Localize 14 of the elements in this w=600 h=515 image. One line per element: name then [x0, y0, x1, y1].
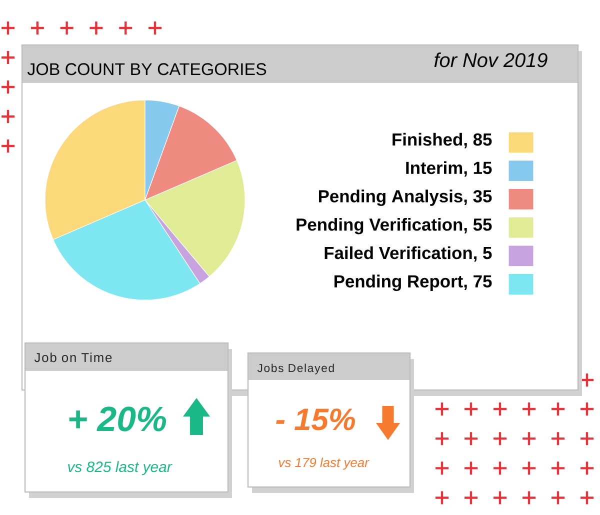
legend-label: Pending Report, 75: [334, 274, 492, 292]
chart-subtitle: for Nov 2019: [434, 52, 548, 68]
text: + 20%: [69, 406, 166, 432]
text: - 15%: [276, 408, 355, 430]
legend-label: Finished, 85: [392, 132, 492, 148]
legend-label: Failed Verification, 5: [324, 246, 492, 262]
text: Jobs Delayed: [257, 364, 334, 374]
legend-label: Pending Analysis, 35: [318, 190, 492, 206]
legend-label: Interim, 15: [406, 161, 492, 177]
text: vs 179 last year: [278, 458, 370, 470]
text: Job on Time: [34, 352, 112, 362]
text: vs 825 last year: [68, 461, 172, 476]
legend-label: Pending Verification, 55: [296, 218, 492, 234]
chart-title: JOB COUNT BY CATEGORIES: [27, 63, 266, 76]
